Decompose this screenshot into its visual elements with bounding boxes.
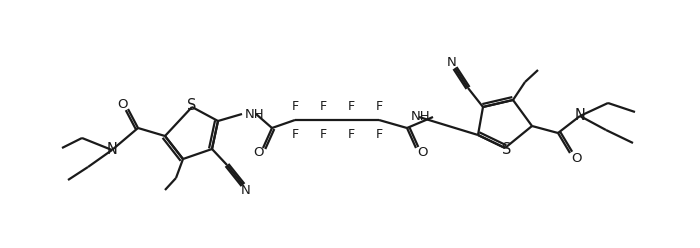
Text: F: F bbox=[291, 99, 299, 113]
Text: O: O bbox=[572, 152, 582, 164]
Text: N: N bbox=[575, 109, 585, 124]
Text: NH: NH bbox=[245, 107, 265, 121]
Text: O: O bbox=[253, 146, 263, 158]
Text: NH: NH bbox=[410, 111, 430, 124]
Text: F: F bbox=[319, 99, 327, 113]
Text: F: F bbox=[347, 99, 355, 113]
Text: F: F bbox=[375, 99, 383, 113]
Text: F: F bbox=[375, 127, 383, 141]
Text: F: F bbox=[319, 127, 327, 141]
Text: O: O bbox=[416, 146, 427, 158]
Text: N: N bbox=[241, 185, 251, 197]
Text: F: F bbox=[291, 127, 299, 141]
Text: N: N bbox=[106, 143, 118, 157]
Text: O: O bbox=[118, 97, 128, 111]
Text: S: S bbox=[503, 142, 512, 156]
Text: F: F bbox=[347, 127, 355, 141]
Text: N: N bbox=[447, 56, 457, 68]
Text: S: S bbox=[188, 98, 197, 114]
